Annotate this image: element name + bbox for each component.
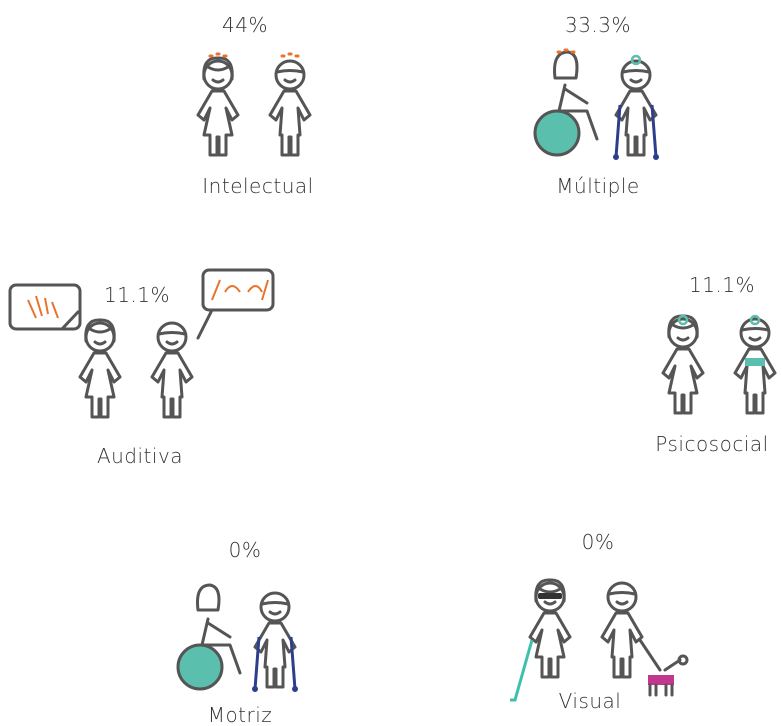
bubble-tail <box>62 312 78 329</box>
body <box>152 353 192 417</box>
crutch-tip <box>292 686 298 692</box>
crutch-tip <box>653 154 659 160</box>
hair <box>159 333 185 335</box>
smile <box>167 342 177 344</box>
shirt <box>745 358 765 366</box>
sunglasses <box>538 593 562 599</box>
body <box>80 353 120 417</box>
hair <box>262 603 288 605</box>
head <box>608 583 636 611</box>
wheel <box>535 111 579 155</box>
body <box>663 349 703 413</box>
hair <box>623 71 649 73</box>
category-label: Visual <box>559 689 622 713</box>
dots <box>282 54 298 56</box>
body <box>602 613 642 677</box>
seated-head <box>198 585 220 610</box>
wheel <box>178 645 222 689</box>
head <box>158 323 186 351</box>
category-label: Motriz <box>208 703 273 726</box>
percent: 11.1% <box>689 273 755 297</box>
smile <box>678 338 688 340</box>
bubble-tail <box>198 310 212 338</box>
dog-legs <box>650 685 672 695</box>
body <box>198 91 238 155</box>
category-label: Psicosocial <box>655 432 768 456</box>
head <box>86 323 114 351</box>
percent: 0% <box>582 530 615 554</box>
body <box>530 613 570 677</box>
hair <box>609 593 635 595</box>
infographic: 44% Intelectual 33.3% Múltiple 11.1% Aud… <box>0 0 782 726</box>
body <box>270 91 310 155</box>
hair <box>742 329 768 331</box>
dog <box>648 675 674 685</box>
head <box>261 593 289 621</box>
smile <box>285 80 295 82</box>
head <box>276 61 304 89</box>
smile <box>545 602 555 604</box>
crutch-tip <box>613 154 619 160</box>
smile <box>213 80 223 82</box>
crutch-tip <box>252 686 258 692</box>
percent: 44% <box>222 13 268 37</box>
signs <box>28 296 58 318</box>
percent: 33.3% <box>565 13 631 37</box>
dots <box>210 54 226 56</box>
percent: 11.1% <box>104 283 170 307</box>
smile <box>95 342 105 344</box>
smile <box>631 80 641 82</box>
smile <box>617 602 627 604</box>
ring <box>679 656 687 664</box>
smile <box>750 338 760 340</box>
body <box>616 91 656 155</box>
category-label: Intelectual <box>202 174 313 198</box>
seated-head <box>555 52 577 78</box>
body <box>255 623 295 687</box>
hair <box>277 71 303 73</box>
head <box>204 61 232 89</box>
smile <box>270 612 280 614</box>
percent: 0% <box>229 538 262 562</box>
cane <box>510 640 532 700</box>
category-label: Múltiple <box>556 174 639 198</box>
leash <box>640 640 680 670</box>
category-label: Auditiva <box>97 444 183 468</box>
signs <box>212 280 268 300</box>
